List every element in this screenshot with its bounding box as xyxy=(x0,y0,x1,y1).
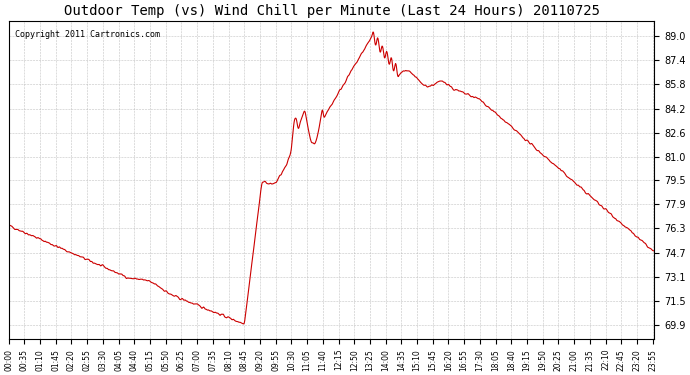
Text: Copyright 2011 Cartronics.com: Copyright 2011 Cartronics.com xyxy=(15,30,160,39)
Title: Outdoor Temp (vs) Wind Chill per Minute (Last 24 Hours) 20110725: Outdoor Temp (vs) Wind Chill per Minute … xyxy=(63,4,600,18)
